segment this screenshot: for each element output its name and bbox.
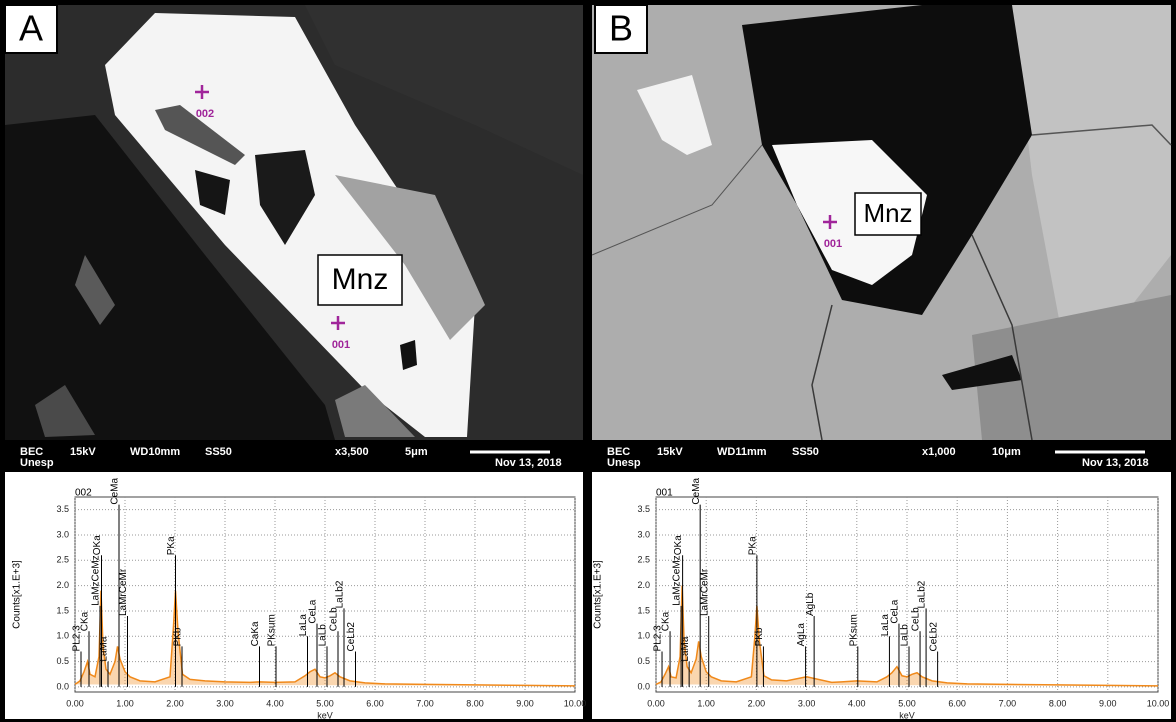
x-tick-label: 6.00 [366, 698, 384, 708]
peak-label: LaLb [900, 624, 911, 647]
peak-label: PKb [173, 627, 184, 646]
info-text: x3,500 [335, 446, 369, 458]
info-text: Unesp [607, 457, 641, 469]
x-tick-label: 3.00 [798, 698, 816, 708]
peak-label: PKsum [848, 614, 859, 646]
peak-label: OKa [673, 535, 684, 555]
info-text: 10μm [992, 446, 1021, 458]
peak-label: PKa [166, 536, 177, 555]
y-tick-label: 0.5 [56, 656, 69, 666]
peak-label: LaMa [680, 636, 691, 661]
y-tick-label: 0.5 [637, 656, 650, 666]
y-tick-label: 2.0 [637, 580, 650, 590]
peak-label: LaMzCeMz [672, 555, 683, 606]
info-text: 5μm [405, 446, 428, 458]
peak-label: LaLb2 [917, 580, 928, 608]
info-text: SS50 [205, 446, 232, 458]
x-axis-label: keV [317, 710, 333, 720]
x-tick-label: 9.00 [516, 698, 534, 708]
x-tick-label: 5.00 [316, 698, 334, 708]
x-tick-label: 4.00 [848, 698, 866, 708]
peak-label: LaMzCeMz [91, 555, 102, 606]
info-text: Unesp [20, 457, 54, 469]
x-tick-label: 5.00 [898, 698, 916, 708]
peak-label: CeLb [329, 607, 340, 631]
peak-label: CeLb2 [928, 622, 939, 652]
spectrum-title: 001 [656, 488, 673, 499]
info-text: WD11mm [717, 446, 767, 458]
peak-label: LaMa [99, 636, 110, 661]
x-tick-label: 8.00 [1049, 698, 1067, 708]
x-tick-label: 7.00 [999, 698, 1017, 708]
peak-label: OKa [92, 535, 103, 555]
y-tick-label: 1.0 [637, 631, 650, 641]
peak-label: PKb [754, 627, 765, 646]
peak-label: CeLa [890, 599, 901, 623]
x-tick-label: 0.00 [647, 698, 665, 708]
y-tick-label: 2.5 [56, 555, 69, 565]
peak-label: AgLa [796, 623, 807, 647]
peak-label: AgLb [805, 592, 816, 616]
y-axis-label: Counts[x1.E+3] [12, 560, 23, 629]
x-tick-label: 9.00 [1099, 698, 1117, 708]
panel-letter: B [609, 8, 633, 49]
x-axis-label: keV [899, 710, 915, 720]
info-text: WD10mm [130, 446, 180, 458]
x-tick-label: 0.00 [66, 698, 84, 708]
x-tick-label: 1.00 [697, 698, 715, 708]
sem-image-a [5, 5, 583, 440]
x-tick-label: 2.00 [748, 698, 766, 708]
spectrum-title: 002 [75, 488, 92, 499]
y-tick-label: 1.5 [637, 605, 650, 615]
mineral-label: Mnz [863, 198, 912, 228]
peak-label: LaMrCeMr [118, 568, 129, 616]
x-tick-label: 8.00 [466, 698, 484, 708]
peak-label: CeLb2 [346, 622, 357, 652]
x-tick-label: 10.00 [1147, 698, 1170, 708]
x-tick-label: 6.00 [948, 698, 966, 708]
peak-label: PKa [748, 536, 759, 555]
x-tick-label: 2.00 [166, 698, 184, 708]
x-tick-label: 1.00 [116, 698, 134, 708]
y-tick-label: 3.0 [56, 529, 69, 539]
peak-label: LaMrCeMr [699, 568, 710, 616]
panel-letter: A [19, 8, 43, 49]
y-tick-label: 3.5 [56, 504, 69, 514]
peak-label: LaLb2 [335, 580, 346, 608]
y-tick-label: 3.5 [637, 504, 650, 514]
peak-label: CeLb [911, 607, 922, 631]
info-text: Nov 13, 2018 [1082, 457, 1149, 469]
y-axis-label: Counts[x1.E+3] [593, 560, 604, 629]
y-tick-label: 1.0 [56, 631, 69, 641]
x-tick-label: 7.00 [416, 698, 434, 708]
mineral-label: Mnz [332, 263, 389, 296]
peak-label: CeLa [308, 599, 319, 623]
peak-label: PKsum [267, 614, 278, 646]
x-tick-label: 4.00 [266, 698, 284, 708]
peak-label: CeMa [110, 477, 121, 504]
info-text: 15kV [657, 446, 683, 458]
figure: AMnz002001BECUnesp15kVWD10mmSS50x3,5005μ… [0, 0, 1176, 722]
info-text: SS50 [792, 446, 819, 458]
peak-label: LaLb [318, 624, 329, 647]
peak-label: CKa [661, 611, 672, 631]
y-tick-label: 0.0 [56, 681, 69, 691]
peak-label: CKa [80, 611, 91, 631]
peak-label: CeMa [691, 477, 702, 504]
info-text: x1,000 [922, 446, 956, 458]
peak-label: CaKa [250, 621, 261, 646]
y-tick-label: 2.5 [637, 555, 650, 565]
x-tick-label: 10.00 [564, 698, 587, 708]
y-tick-label: 0.0 [637, 681, 650, 691]
point-label: 002 [196, 108, 214, 120]
info-text: Nov 13, 2018 [495, 457, 562, 469]
x-tick-label: 3.00 [216, 698, 234, 708]
y-tick-label: 3.0 [637, 529, 650, 539]
y-tick-label: 1.5 [56, 605, 69, 615]
point-label: 001 [332, 339, 350, 351]
point-label: 001 [824, 238, 842, 250]
info-text: 15kV [70, 446, 96, 458]
y-tick-label: 2.0 [56, 580, 69, 590]
